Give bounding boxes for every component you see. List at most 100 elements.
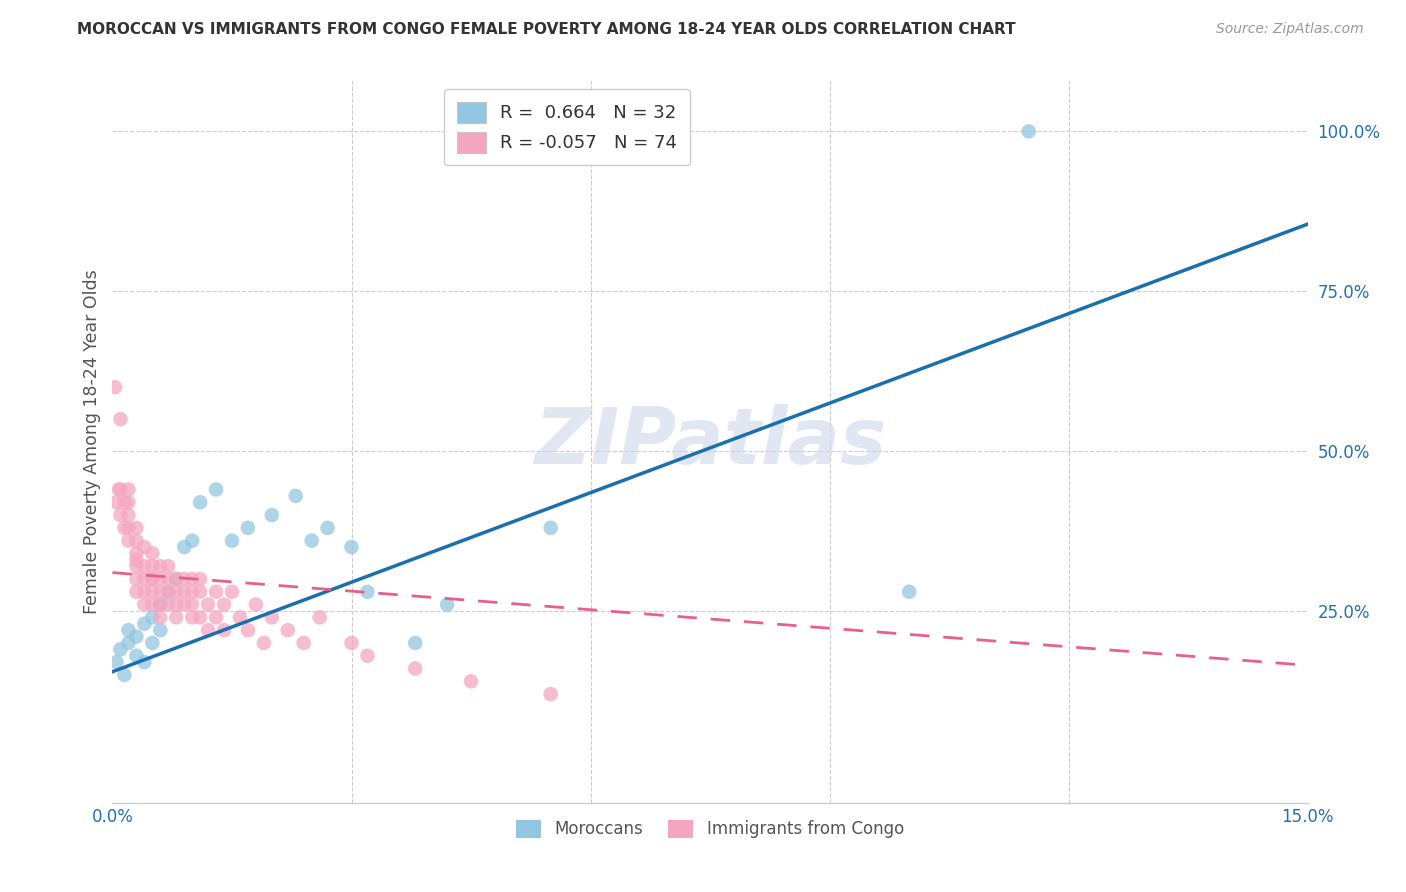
Point [212, 623, 235, 637]
Point [110, 483, 132, 497]
Point [149, 584, 172, 599]
Point [245, 598, 267, 612]
Point [141, 572, 163, 586]
Point [117, 521, 139, 535]
Point [188, 584, 211, 599]
Point [260, 610, 283, 624]
Point [149, 623, 172, 637]
Point [165, 610, 187, 624]
Point [260, 508, 283, 522]
Point [125, 648, 148, 663]
Point [173, 540, 195, 554]
Point [181, 572, 204, 586]
Point [1018, 124, 1040, 138]
Point [125, 630, 148, 644]
Point [134, 616, 156, 631]
Point [117, 533, 139, 548]
Point [229, 610, 252, 624]
Point [141, 584, 163, 599]
Point [117, 508, 139, 522]
Point [221, 533, 243, 548]
Point [110, 412, 132, 426]
Point [125, 546, 148, 560]
Point [134, 559, 156, 574]
Point [340, 636, 363, 650]
Point [340, 540, 363, 554]
Point [236, 521, 259, 535]
Text: ZIPatlas: ZIPatlas [534, 403, 886, 480]
Point [117, 623, 139, 637]
Point [125, 533, 148, 548]
Point [141, 559, 163, 574]
Point [165, 598, 187, 612]
Point [205, 584, 228, 599]
Point [141, 610, 163, 624]
Point [181, 610, 204, 624]
Point [134, 584, 156, 599]
Point [540, 521, 562, 535]
Point [117, 495, 139, 509]
Point [110, 508, 132, 522]
Point [134, 598, 156, 612]
Point [149, 610, 172, 624]
Point [292, 636, 315, 650]
Point [221, 584, 243, 599]
Point [308, 610, 330, 624]
Point [114, 668, 135, 682]
Point [404, 661, 426, 675]
Point [141, 546, 163, 560]
Point [181, 533, 204, 548]
Point [188, 495, 211, 509]
Point [157, 559, 180, 574]
Text: MOROCCAN VS IMMIGRANTS FROM CONGO FEMALE POVERTY AMONG 18-24 YEAR OLDS CORRELATI: MOROCCAN VS IMMIGRANTS FROM CONGO FEMALE… [77, 22, 1017, 37]
Point [149, 572, 172, 586]
Point [157, 572, 180, 586]
Point [125, 572, 148, 586]
Point [284, 489, 307, 503]
Point [108, 483, 131, 497]
Point [197, 623, 219, 637]
Point [197, 598, 219, 612]
Point [173, 598, 195, 612]
Point [540, 687, 562, 701]
Point [149, 559, 172, 574]
Point [125, 521, 148, 535]
Point [205, 610, 228, 624]
Point [110, 642, 132, 657]
Point [134, 540, 156, 554]
Point [149, 598, 172, 612]
Point [460, 674, 482, 689]
Point [436, 598, 458, 612]
Point [404, 636, 426, 650]
Point [188, 572, 211, 586]
Point [181, 598, 204, 612]
Point [134, 655, 156, 669]
Point [104, 380, 127, 394]
Point [141, 636, 163, 650]
Point [105, 655, 128, 669]
Point [165, 572, 187, 586]
Point [316, 521, 339, 535]
Point [253, 636, 276, 650]
Point [173, 572, 195, 586]
Point [356, 584, 378, 599]
Point [898, 584, 921, 599]
Point [114, 495, 135, 509]
Point [105, 495, 128, 509]
Point [125, 559, 148, 574]
Point [114, 521, 135, 535]
Point [236, 623, 259, 637]
Point [125, 584, 148, 599]
Text: Source: ZipAtlas.com: Source: ZipAtlas.com [1216, 22, 1364, 37]
Point [205, 483, 228, 497]
Point [157, 584, 180, 599]
Point [157, 584, 180, 599]
Point [117, 636, 139, 650]
Point [117, 483, 139, 497]
Point [301, 533, 323, 548]
Point [125, 553, 148, 567]
Legend: Moroccans, Immigrants from Congo: Moroccans, Immigrants from Congo [509, 813, 911, 845]
Y-axis label: Female Poverty Among 18-24 Year Olds: Female Poverty Among 18-24 Year Olds [83, 269, 101, 614]
Point [141, 572, 163, 586]
Point [149, 598, 172, 612]
